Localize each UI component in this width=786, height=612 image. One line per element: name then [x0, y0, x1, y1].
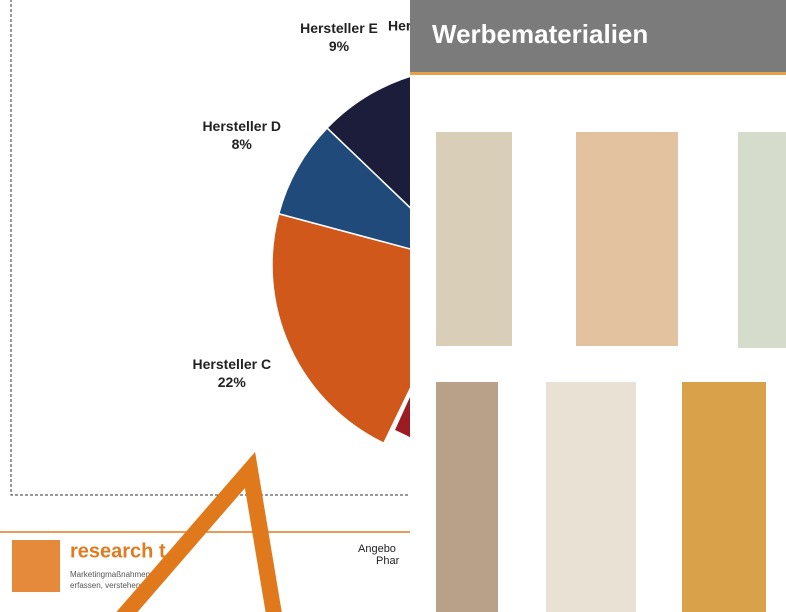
logo-tagline: erfassen, verstehen [70, 581, 140, 590]
logo-icon [12, 540, 60, 592]
panel-rule [410, 72, 786, 75]
screenshot: Hers research t Marketingmaßnahmen erfas… [0, 0, 786, 612]
footer-note: Phar [376, 555, 400, 567]
thumbnail [436, 132, 512, 346]
thumbnail [682, 382, 766, 612]
logo-text: research t [70, 540, 166, 562]
thumbnail [738, 132, 786, 348]
logo-tagline: Marketingmaßnahmen [70, 570, 150, 579]
thumbnail [436, 382, 498, 612]
slice-label: Hersteller E [300, 20, 378, 36]
slice-value-label: 22% [218, 374, 247, 390]
slice-label: Hersteller C [192, 356, 271, 372]
footer-note: Angebo [358, 543, 396, 555]
slice-value-label: 8% [232, 136, 253, 152]
slice-value-label: 9% [329, 38, 350, 54]
panel: Werbematerialien [410, 0, 786, 612]
thumbnail [546, 382, 636, 612]
slice-label: Hersteller D [202, 118, 281, 134]
panel-title: Werbematerialien [432, 19, 648, 49]
thumbnail [576, 132, 678, 346]
